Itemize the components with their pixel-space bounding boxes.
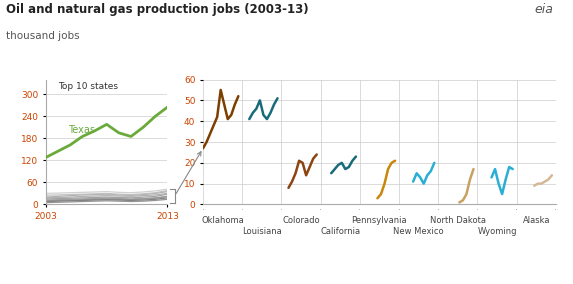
Text: thousand jobs: thousand jobs [6,31,79,41]
Text: Alaska: Alaska [523,216,550,225]
Text: California: California [320,227,360,236]
Text: Texas: Texas [68,125,95,135]
Text: North Dakota: North Dakota [430,216,486,225]
Text: Top 10 states: Top 10 states [58,82,118,91]
Text: Pennsylvania: Pennsylvania [352,216,407,225]
Text: New Mexico: New Mexico [393,227,444,236]
Text: Oil and natural gas production jobs (2003-13): Oil and natural gas production jobs (200… [6,3,308,16]
Text: Colorado: Colorado [282,216,320,225]
Text: Oklahoma: Oklahoma [201,216,244,225]
Text: Louisiana: Louisiana [242,227,282,236]
Text: eia: eia [534,3,553,16]
Text: Wyoming: Wyoming [477,227,517,236]
